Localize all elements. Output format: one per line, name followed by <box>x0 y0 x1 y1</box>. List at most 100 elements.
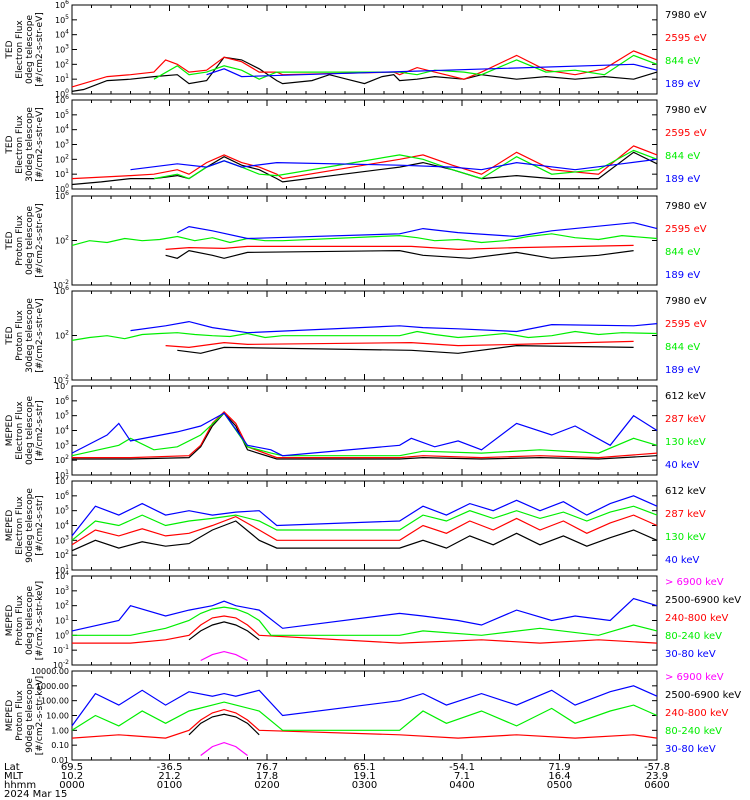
panel-8: 0.01 0.10 1.00 10.00 100.00 1000.00 10000.00ME… <box>5 667 741 765</box>
series-line <box>206 63 658 78</box>
panel-5: 101 102 103 104 105 106 107 MEPEDElectron Flux0… <box>5 380 706 480</box>
series-line <box>71 412 658 457</box>
series-line <box>165 244 634 251</box>
footer-value: 71.9 <box>548 762 570 773</box>
footer-value: -54.1 <box>449 762 475 773</box>
y-tick-label: 10-2 <box>53 279 69 290</box>
footer-value: 7.1 <box>454 771 470 782</box>
footer-value: 17.8 <box>256 771 278 782</box>
footer-value: 65.1 <box>353 762 375 773</box>
y-tick-label: 10.00 <box>46 712 69 721</box>
y-tick-label: 102 <box>55 58 69 69</box>
legend-entry: 2595 eV <box>665 224 707 235</box>
legend-entry: 7980 eV <box>665 296 707 307</box>
y-axis-label: MEPEDElectron Flux0deg telescope[#/cm2-s… <box>5 396 45 466</box>
panel-7: 10-2 10-1 100 101 102 103 104 MEPEDProton Flux0… <box>5 570 741 670</box>
panel-3: 10-2 102 106 TEDProton Flux0deg telescope[#… <box>5 190 707 290</box>
series-line <box>71 233 658 246</box>
footer-value: 69.5 <box>61 762 83 773</box>
footer-row-label: MLT <box>4 771 24 782</box>
panel-frame <box>71 385 658 476</box>
panel-frame <box>71 670 658 761</box>
panel-4: 10-2 102 106 TEDProton Flux30deg telescope[… <box>5 285 707 385</box>
y-tick-label: 103 <box>55 439 69 450</box>
legend-entry: 130 keV <box>665 437 706 448</box>
y-tick-label: 106 <box>55 395 69 406</box>
footer-value: -57.8 <box>644 762 670 773</box>
legend-entry: 844 eV <box>665 247 700 258</box>
y-axis-label: MEPEDProton Flux90deg telescope[#/cm2-s-… <box>5 676 45 755</box>
legend-entry: 844 eV <box>665 342 700 353</box>
series-line <box>72 606 658 636</box>
y-tick-label: 106 <box>55 94 69 105</box>
chart-panels: 100 101 102 103 104 105 106 TEDElectron Flux0de… <box>5 0 741 765</box>
legend-entry: 287 keV <box>665 414 706 425</box>
legend-entry: 612 keV <box>665 391 706 402</box>
y-tick-label: 103 <box>55 585 69 596</box>
y-tick-label: 105 <box>55 14 69 25</box>
y-tick-label: 104 <box>55 570 69 581</box>
legend-entry: 80-240 keV <box>665 631 722 642</box>
legend-entry: 2595 eV <box>665 319 707 330</box>
legend-entry: 130 keV <box>665 532 706 543</box>
y-tick-label: 107 <box>55 475 69 486</box>
series-line <box>71 520 658 552</box>
y-axis-label: TEDProton Flux30deg telescope[#/cm2-s-st… <box>5 298 45 373</box>
y-axis-label: TEDElectron Flux0deg telescope[#/cm2-s-s… <box>5 12 45 87</box>
panel-frame <box>71 480 658 571</box>
y-tick-label: 1000.00 <box>36 682 69 691</box>
panel-6: 101 102 103 104 105 106 107 MEPEDElectron Flux9… <box>5 475 706 575</box>
legend-entry: 189 eV <box>665 79 700 90</box>
y-tick-label: 102 <box>55 600 69 611</box>
footer-value: 0100 <box>157 780 182 791</box>
panel-frame <box>71 195 658 286</box>
y-tick-label: 103 <box>55 44 69 55</box>
series-line <box>71 514 658 546</box>
footer-value: 19.1 <box>353 771 375 782</box>
series-line <box>165 249 634 259</box>
legend-entry: > 6900 keV <box>665 672 724 683</box>
y-tick-label: 105 <box>55 505 69 516</box>
y-tick-label: 106 <box>55 0 69 10</box>
y-tick-label: 106 <box>55 490 69 501</box>
y-tick-label: 10-2 <box>53 374 69 385</box>
series-line <box>72 412 658 460</box>
footer-value: -36.5 <box>157 762 183 773</box>
y-tick-label: 105 <box>55 410 69 421</box>
legend-entry: 80-240 keV <box>665 726 722 737</box>
y-tick-label: 104 <box>55 29 69 40</box>
y-tick-label: 103 <box>55 139 69 150</box>
legend-entry: 7980 eV <box>665 201 707 212</box>
y-tick-label: 102 <box>55 549 69 560</box>
series-line <box>177 222 658 240</box>
series-line <box>71 701 658 731</box>
series-line <box>188 621 260 641</box>
y-tick-label: 103 <box>55 534 69 545</box>
y-axis-label: TEDProton Flux0deg telescope[#/cm2-s-str… <box>5 203 45 278</box>
footer-value: 0400 <box>449 780 474 791</box>
legend-entry: 2500-6900 keV <box>665 690 741 701</box>
y-tick-label: 101 <box>55 73 69 84</box>
legend-entry: 240-800 keV <box>665 708 729 719</box>
series-line <box>130 158 658 171</box>
footer-value: 0600 <box>644 780 669 791</box>
legend-entry: 2595 eV <box>665 33 707 44</box>
y-tick-label: 102 <box>55 330 69 341</box>
y-tick-label: 101 <box>55 615 69 626</box>
legend-entry: 844 eV <box>665 151 700 162</box>
legend-entry: 612 keV <box>665 486 706 497</box>
footer-value: 0300 <box>352 780 377 791</box>
series-line <box>200 741 248 756</box>
footer-value: 21.2 <box>158 771 180 782</box>
series-line <box>188 713 260 736</box>
series-line <box>71 505 658 541</box>
footer-row-label: hhmm <box>4 780 36 791</box>
y-axis-label: MEPEDElectron Flux90deg telescope[#/cm2-… <box>5 488 45 563</box>
y-tick-label: 10-1 <box>53 644 69 655</box>
series-line <box>71 708 658 739</box>
legend-entry: 287 keV <box>665 509 706 520</box>
series-line <box>130 320 658 334</box>
y-axis-label: MEPEDProton Flux0deg telescope[#/cm2-s-s… <box>5 581 45 660</box>
y-tick-label: 105 <box>55 109 69 120</box>
